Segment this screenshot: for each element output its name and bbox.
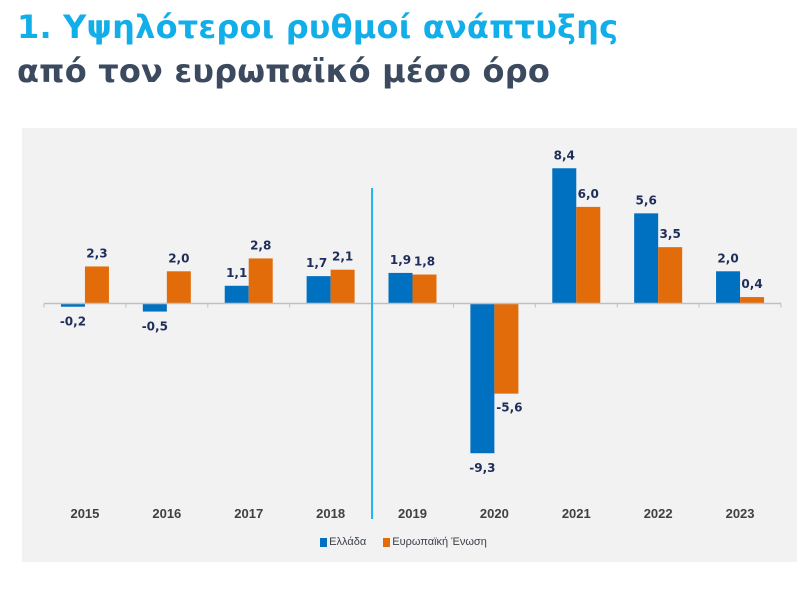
data-label-greece-2021: 8,4	[554, 148, 575, 162]
data-label-eu-2022: 3,5	[660, 227, 681, 241]
bar-greece-2023	[716, 271, 741, 304]
category-label-2018: 2018	[316, 506, 345, 521]
bar-greece-2018	[306, 276, 331, 304]
chart-panel	[22, 128, 797, 562]
legend-swatch-eu	[383, 537, 391, 547]
bars-layer	[60, 168, 765, 454]
bar-eu-2019	[412, 274, 437, 304]
bar-eu-2021	[576, 206, 601, 304]
bar-greece-2020	[470, 303, 495, 454]
title-line-1: 1. Υψηλότεροι ρυθμοί ανάπτυξης	[17, 8, 619, 46]
bar-greece-2015	[60, 303, 85, 307]
data-label-greece-2020: -9,3	[469, 461, 495, 475]
data-label-greece-2016: -0,5	[142, 320, 168, 334]
data-label-eu-2020: -5,6	[496, 401, 522, 415]
category-label-2021: 2021	[562, 506, 591, 521]
bar-greece-2019	[388, 272, 413, 304]
category-label-2023: 2023	[726, 506, 755, 521]
bar-greece-2021	[552, 168, 577, 304]
legend: Ελλάδα Ευρωπαϊκή Ένωση	[0, 536, 807, 550]
category-label-2019: 2019	[398, 506, 427, 521]
data-label-eu-2017: 2,8	[250, 238, 271, 252]
bar-greece-2016	[142, 303, 167, 312]
data-label-greece-2018: 1,7	[306, 256, 327, 270]
data-label-eu-2015: 2,3	[86, 246, 107, 260]
data-label-greece-2017: 1,1	[226, 266, 247, 280]
bar-eu-2022	[658, 247, 683, 304]
x-axis	[43, 188, 782, 519]
legend-swatch-greece	[320, 537, 328, 547]
data-label-greece-2015: -0,2	[60, 315, 86, 329]
legend-label-eu: Ευρωπαϊκή Ένωση	[392, 536, 487, 548]
data-label-greece-2019: 1,9	[390, 253, 411, 267]
data-label-eu-2016: 2,0	[168, 251, 189, 265]
category-label-2015: 2015	[70, 506, 99, 521]
data-label-eu-2023: 0,4	[741, 277, 762, 291]
bar-eu-2016	[166, 271, 191, 304]
data-label-eu-2021: 6,0	[578, 187, 599, 201]
bar-eu-2023	[740, 297, 765, 304]
bar-eu-2020	[494, 303, 519, 394]
data-label-greece-2023: 2,0	[717, 251, 738, 265]
data-labels: -0,2 2,3 -0,5 2,0 1,12,8 1,7 2,1 1,9 1,8 -9,3 -5,6…	[60, 148, 763, 475]
category-label-2022: 2022	[644, 506, 673, 521]
legend-label-greece: Ελλάδα	[329, 536, 367, 548]
category-label-2020: 2020	[480, 506, 509, 521]
bar-eu-2015	[84, 266, 109, 304]
bar-greece-2017	[224, 285, 249, 304]
legend-item-greece[interactable]: Ελλάδα	[320, 536, 366, 548]
bar-greece-2022	[634, 213, 659, 304]
title-line-2: από τον ευρωπαϊκό μέσο όρο	[17, 52, 551, 90]
bar-eu-2018	[330, 269, 355, 304]
category-label-2017: 2017	[234, 506, 263, 521]
data-label-eu-2019: 1,8	[414, 255, 435, 269]
legend-item-eu[interactable]: Ευρωπαϊκή Ένωση	[383, 536, 487, 548]
category-label-2016: 2016	[152, 506, 181, 521]
bar-eu-2017	[248, 258, 273, 304]
data-label-greece-2022: 5,6	[636, 193, 657, 207]
category-labels: 2015 2016 2017 2018 2019 2020 2021 2022 2023	[70, 506, 754, 521]
data-label-eu-2018: 2,1	[332, 250, 353, 264]
